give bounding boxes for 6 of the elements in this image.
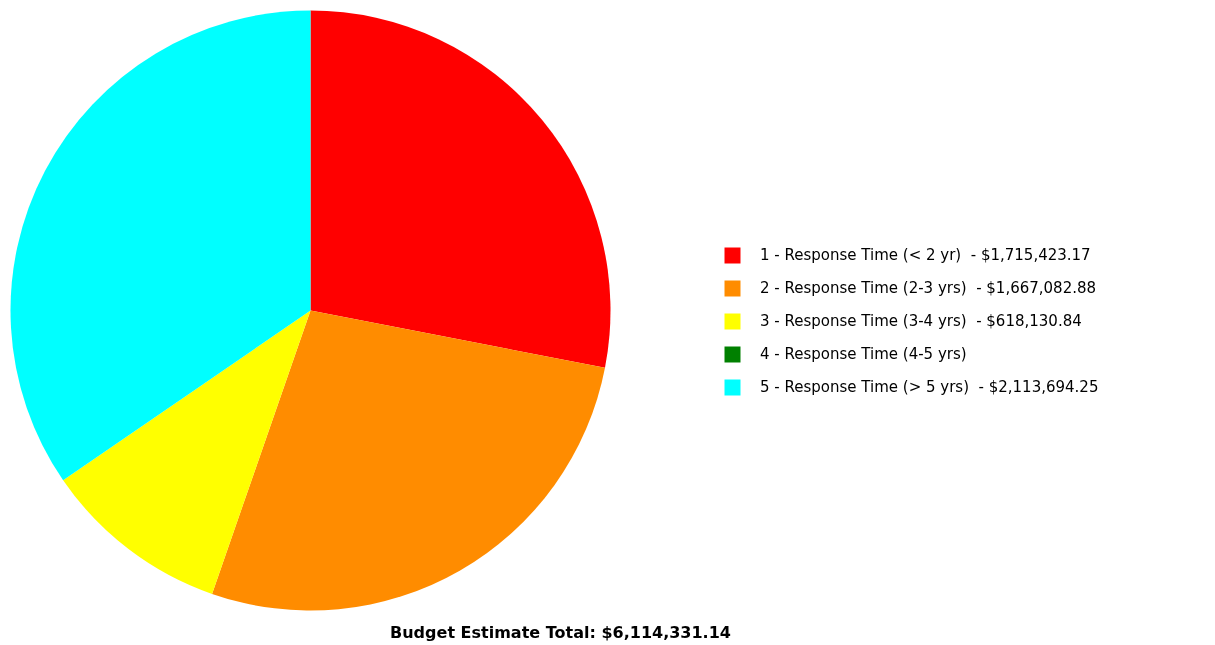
legend-label: 3 - Response Time (3-4 yrs) - $618,130.84 (760, 312, 1082, 330)
legend-label: 5 - Response Time (> 5 yrs) - $2,113,694.25 (760, 378, 1099, 396)
text: Budget Estimate Total: $6,114,331.14 (390, 623, 731, 642)
legend-label: 1 - Response Time (< 2 yr) - $1,715,423.17 (760, 246, 1091, 264)
legend-label: 2 - Response Time (2-3 yrs) - $1,667,082.88 (760, 279, 1097, 297)
legend-label: 4 - Response Time (4-5 yrs) (760, 345, 967, 363)
